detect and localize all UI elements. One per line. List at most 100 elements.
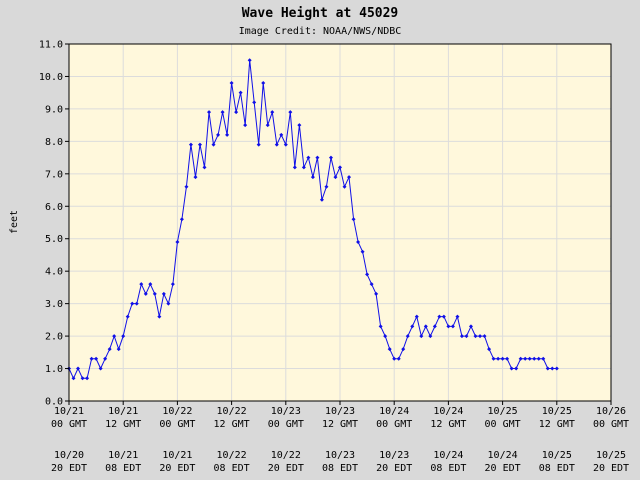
data-point bbox=[383, 334, 388, 339]
x-tick-label: 10/24 bbox=[379, 406, 409, 417]
data-point bbox=[166, 301, 171, 306]
data-point bbox=[432, 324, 437, 329]
x-tick-label: 00 GMT bbox=[268, 419, 304, 430]
data-point bbox=[216, 132, 221, 137]
data-point bbox=[94, 356, 99, 361]
x-tick-label: 10/23 bbox=[379, 450, 409, 461]
data-point bbox=[297, 123, 302, 128]
data-point bbox=[532, 356, 537, 361]
data-point bbox=[328, 155, 333, 160]
x-tick-label: 20 EDT bbox=[51, 463, 87, 474]
data-point bbox=[441, 314, 446, 319]
data-point bbox=[261, 80, 266, 85]
data-point bbox=[252, 100, 257, 105]
data-point bbox=[85, 376, 90, 381]
x-tick-label: 20 EDT bbox=[376, 463, 412, 474]
x-tick-label: 12 GMT bbox=[539, 419, 575, 430]
data-point bbox=[130, 301, 135, 306]
data-point bbox=[121, 334, 126, 339]
x-tick-label: 10/24 bbox=[433, 450, 463, 461]
data-point bbox=[152, 291, 157, 296]
data-point bbox=[188, 142, 193, 147]
data-point bbox=[351, 217, 356, 222]
data-point bbox=[292, 165, 297, 170]
data-point bbox=[71, 376, 76, 381]
y-tick-label: 5.0 bbox=[45, 234, 63, 245]
x-axis: 10/21 00 GMT 10/20 20 EDT 10/21 12 GMT 10/21 08… bbox=[51, 401, 629, 474]
data-point bbox=[419, 334, 424, 339]
x-tick-label: 08 EDT bbox=[105, 463, 141, 474]
data-point bbox=[437, 314, 442, 319]
data-point bbox=[148, 282, 153, 287]
data-point bbox=[374, 291, 379, 296]
data-point bbox=[134, 301, 139, 306]
x-tick-label: 00 GMT bbox=[485, 419, 521, 430]
data-point bbox=[270, 110, 275, 115]
data-point bbox=[333, 175, 338, 180]
data-point bbox=[80, 376, 85, 381]
x-tick-label: 10/22 bbox=[217, 450, 247, 461]
data-point bbox=[500, 356, 505, 361]
data-point bbox=[225, 132, 230, 137]
data-point bbox=[279, 132, 284, 137]
y-tick-label: 6.0 bbox=[45, 202, 63, 213]
data-point bbox=[405, 334, 410, 339]
data-point bbox=[473, 334, 478, 339]
data-point bbox=[360, 249, 365, 254]
data-point bbox=[319, 197, 324, 202]
data-point bbox=[523, 356, 528, 361]
data-point bbox=[509, 366, 514, 371]
x-tick-label: 10/21 bbox=[108, 450, 138, 461]
y-tick-label: 4.0 bbox=[45, 267, 63, 278]
data-point bbox=[347, 175, 352, 180]
x-tick-label: 10/23 bbox=[271, 406, 301, 417]
data-point bbox=[478, 334, 483, 339]
data-point bbox=[306, 155, 311, 160]
x-tick-label: 10/21 bbox=[162, 450, 192, 461]
data-point bbox=[220, 110, 225, 115]
data-point bbox=[392, 356, 397, 361]
data-point bbox=[487, 347, 492, 352]
data-point bbox=[283, 142, 288, 147]
x-tick-label: 20 EDT bbox=[159, 463, 195, 474]
data-point bbox=[76, 366, 81, 371]
data-point bbox=[491, 356, 496, 361]
data-point bbox=[401, 347, 406, 352]
data-point bbox=[202, 165, 207, 170]
data-point bbox=[545, 366, 550, 371]
y-tick-label: 10.0 bbox=[39, 72, 63, 83]
data-point bbox=[116, 347, 121, 352]
x-tick-label: 08 EDT bbox=[430, 463, 466, 474]
x-tick-label: 10/21 bbox=[54, 406, 84, 417]
data-point bbox=[505, 356, 510, 361]
data-point bbox=[89, 356, 94, 361]
data-point bbox=[356, 239, 361, 244]
data-point bbox=[387, 347, 392, 352]
data-point bbox=[207, 110, 212, 115]
data-point bbox=[396, 356, 401, 361]
data-point bbox=[184, 184, 189, 189]
x-tick-label: 20 EDT bbox=[268, 463, 304, 474]
data-point bbox=[468, 324, 473, 329]
data-point bbox=[243, 123, 248, 128]
x-tick-label: 20 EDT bbox=[485, 463, 521, 474]
data-point bbox=[103, 356, 108, 361]
data-point bbox=[428, 334, 433, 339]
y-tick-label: 8.0 bbox=[45, 137, 63, 148]
x-tick-label: 10/23 bbox=[325, 406, 355, 417]
chart-title: Wave Height at 45029 bbox=[242, 6, 399, 21]
data-point bbox=[410, 324, 415, 329]
data-point bbox=[274, 142, 279, 147]
y-tick-label: 7.0 bbox=[45, 169, 63, 180]
data-point bbox=[193, 175, 198, 180]
data-point bbox=[247, 58, 252, 63]
data-point bbox=[450, 324, 455, 329]
x-tick-label: 20 EDT bbox=[593, 463, 629, 474]
x-tick-label: 08 EDT bbox=[322, 463, 358, 474]
chart-subtitle: Image Credit: NOAA/NWS/NDBC bbox=[239, 26, 402, 37]
data-point bbox=[455, 314, 460, 319]
data-point bbox=[211, 142, 216, 147]
x-tick-label: 10/25 bbox=[542, 450, 572, 461]
y-tick-label: 11.0 bbox=[39, 40, 63, 51]
